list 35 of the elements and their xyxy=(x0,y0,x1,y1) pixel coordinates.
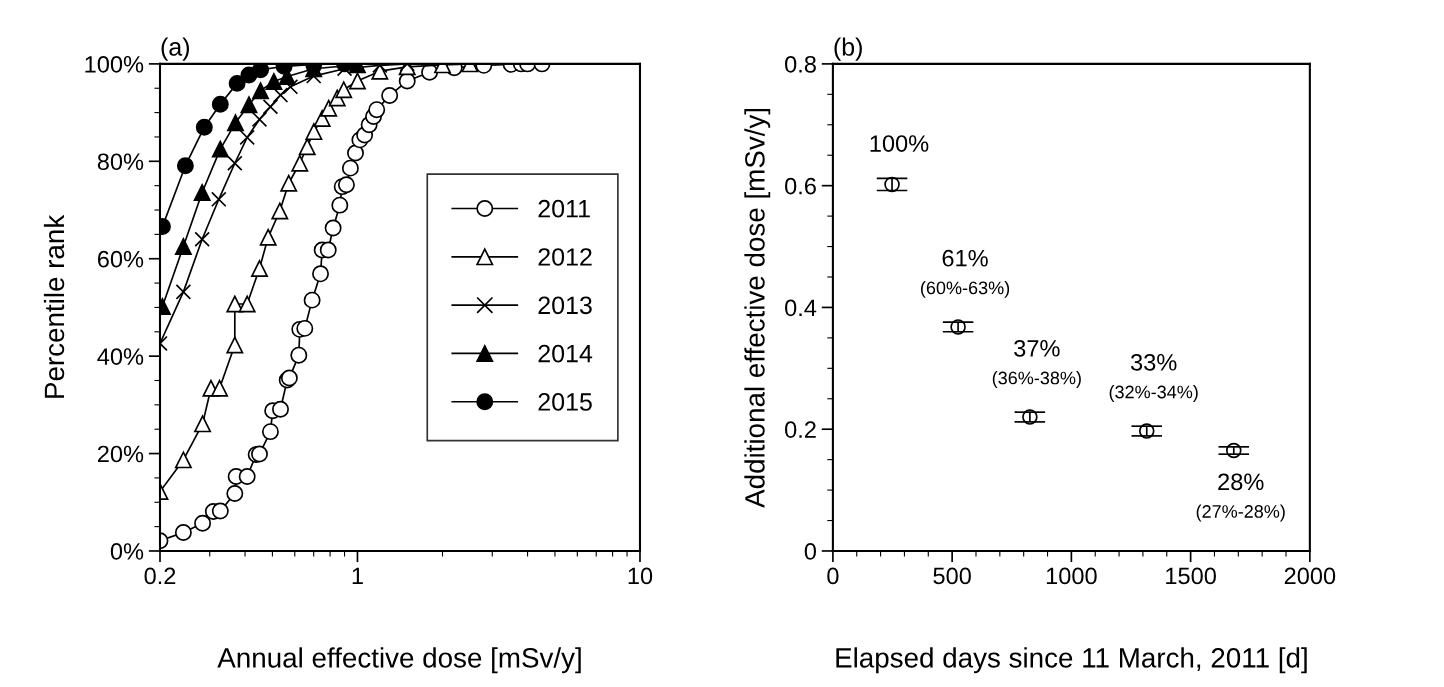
annotation: 100% xyxy=(870,135,929,152)
y-tick-label: 0 xyxy=(804,543,816,560)
x-tick-label: 1 xyxy=(352,567,363,585)
x-tick-label: 10 xyxy=(628,567,653,585)
annotation: 37% (36%-38%) xyxy=(992,339,1081,388)
y-tick-label: 40% xyxy=(97,348,144,365)
y-tick-label: 0.4 xyxy=(785,299,817,317)
y-tick-label: 60% xyxy=(97,250,144,268)
y-tick-label: 20% xyxy=(97,445,144,463)
chart-title: (b) xyxy=(834,37,862,61)
y-tick-label: 0.8 xyxy=(785,55,816,73)
x-tick-label: 0 xyxy=(827,567,839,585)
annotation: 28% (27%-28%) xyxy=(1196,473,1285,522)
y-tick-label: 0.6 xyxy=(785,177,816,195)
y-tick-label: 100% xyxy=(85,55,144,73)
annotation: 61% (60%-63%) xyxy=(921,249,1010,298)
x-axis-title: Annual effective dose [mSv/y] xyxy=(217,647,581,674)
y-tick-label: 80% xyxy=(97,153,144,171)
legend-label: 2014 xyxy=(538,344,593,363)
legend-label: 2011 xyxy=(538,199,590,218)
annotation: 33% (32%-34%) xyxy=(1109,353,1198,402)
x-tick-label: 0.2 xyxy=(144,567,176,585)
y-axis-title: Percentile rank xyxy=(43,214,65,398)
x-tick-label: 1000 xyxy=(1046,567,1097,585)
x-axis-title: Elapsed days since 11 March, 2011 [d] xyxy=(836,647,1307,674)
y-axis-title: Additional effective dose [mSv/y] xyxy=(744,108,771,508)
legend-label: 2015 xyxy=(538,393,592,411)
y-tick-label: 0% xyxy=(110,543,144,560)
x-tick-label: 1500 xyxy=(1166,567,1216,585)
legend-label: 2013 xyxy=(538,296,592,315)
x-tick-label: 500 xyxy=(933,567,971,585)
x-tick-label: 2000 xyxy=(1284,567,1336,585)
legend-label: 2012 xyxy=(538,248,592,266)
y-tick-label: 0.2 xyxy=(785,421,816,438)
chart-title: (a) xyxy=(161,37,189,61)
